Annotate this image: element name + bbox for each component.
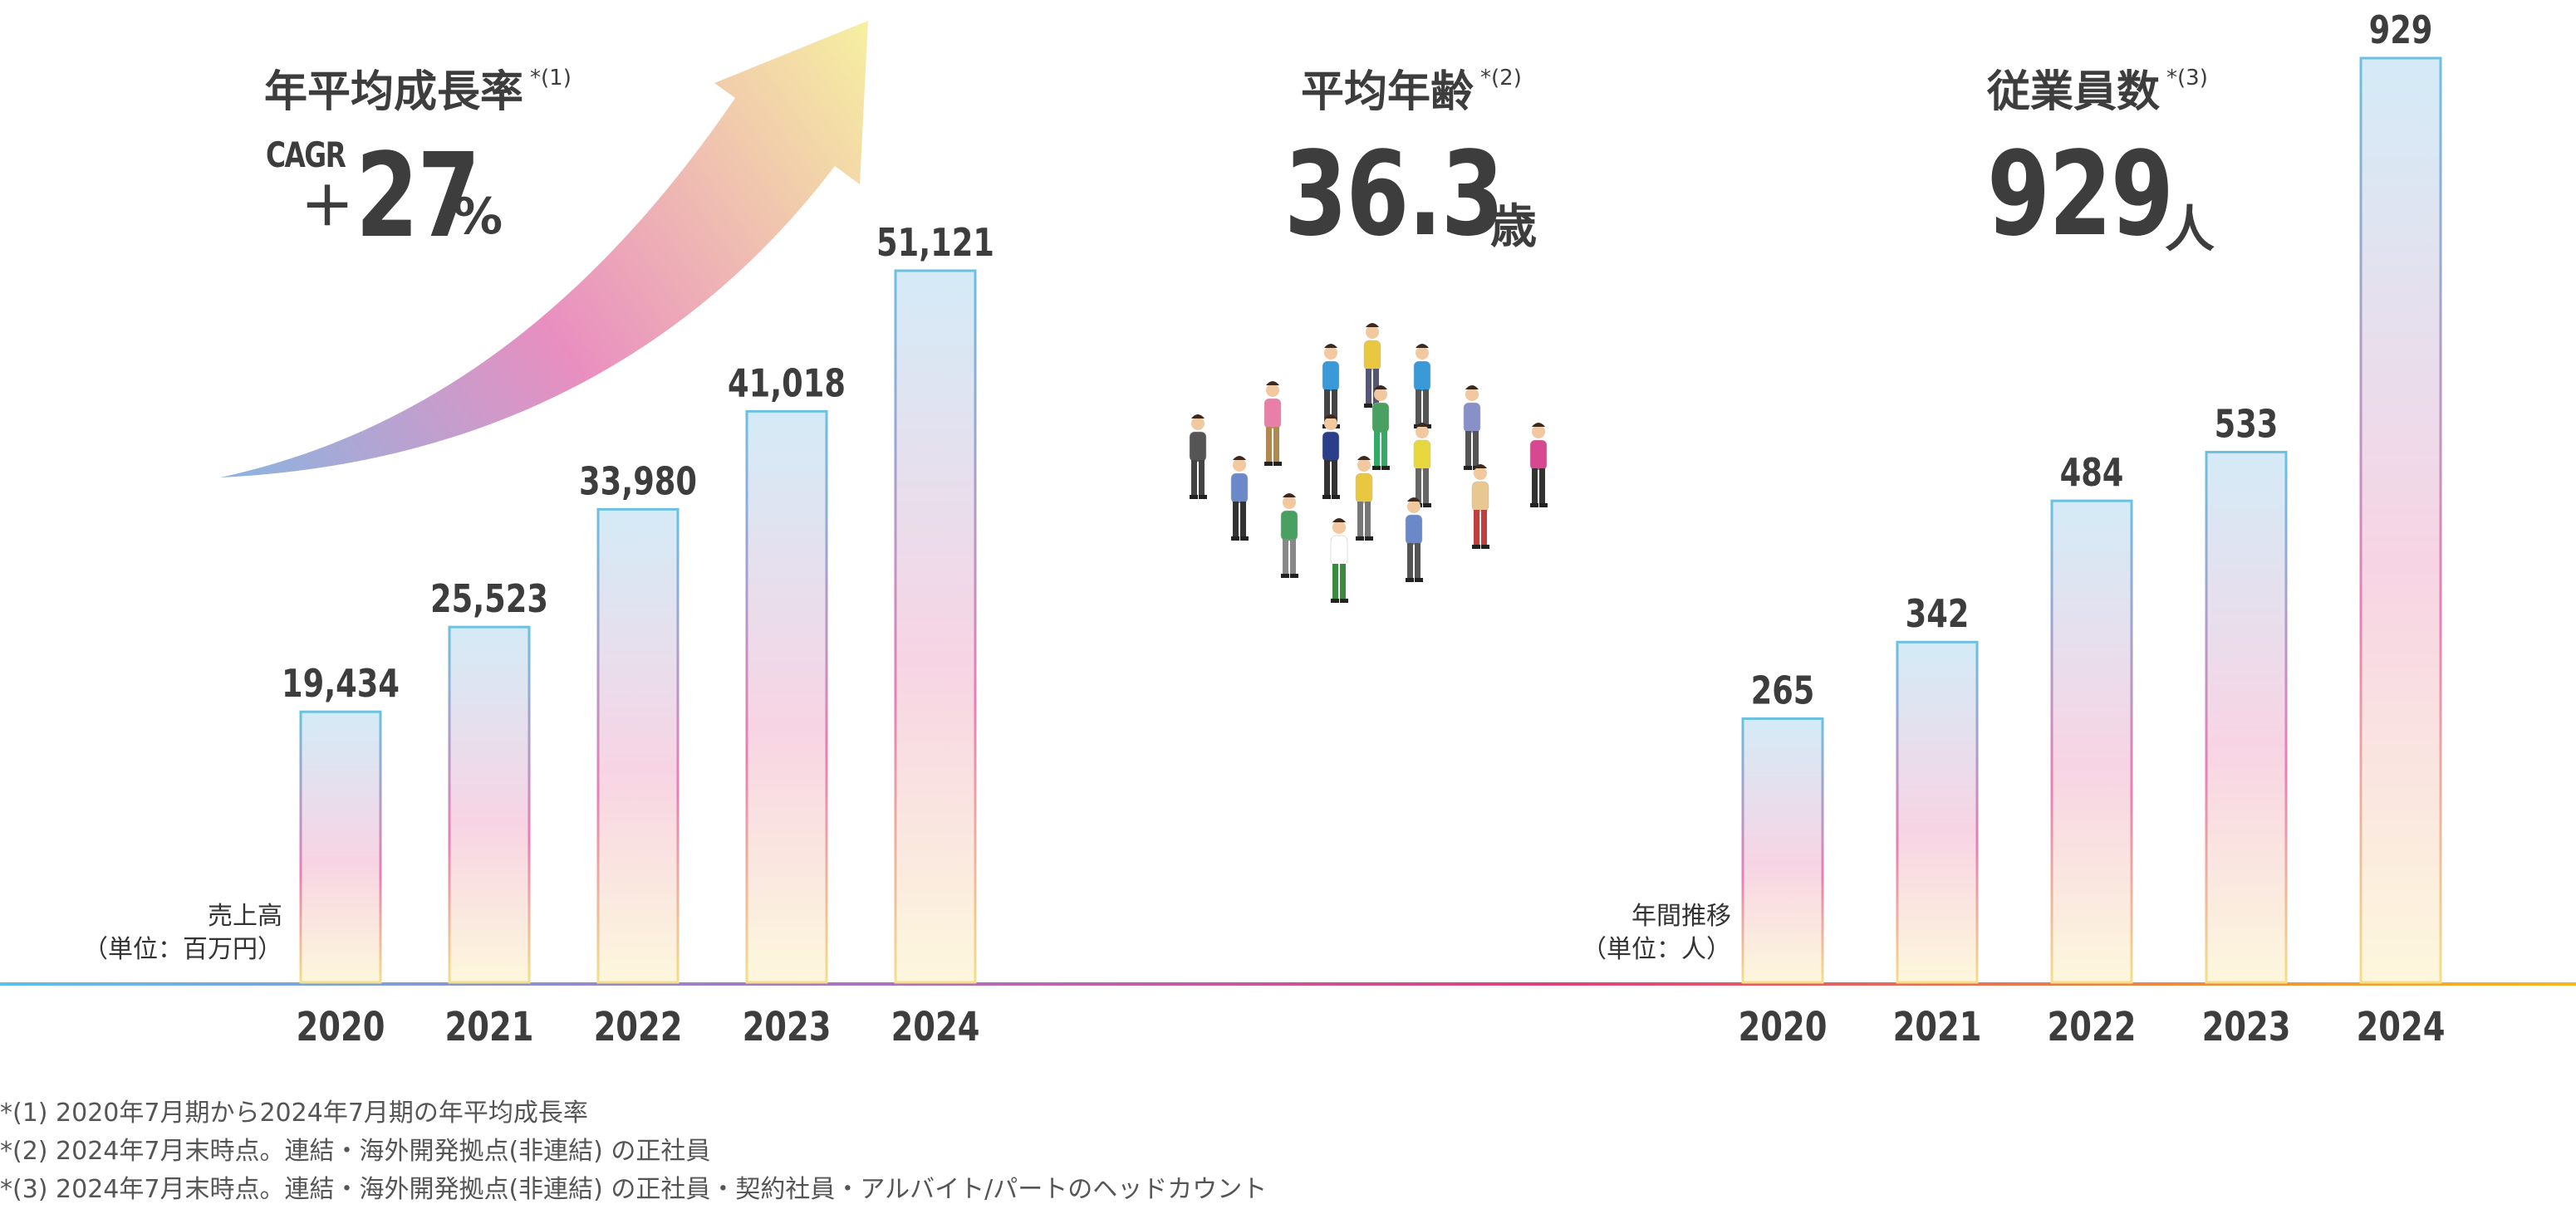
- sales-year-label-2024: 2024: [891, 1005, 980, 1050]
- employees-bar-2023: [2205, 450, 2288, 984]
- person-figure: [1263, 381, 1282, 466]
- cagr-prefix: CAGR: [266, 135, 346, 175]
- cagr-sign: ＋: [301, 177, 354, 238]
- employees-year-label-2024: 2024: [2357, 1005, 2446, 1050]
- sales-value-label-2023: 41,018: [728, 360, 846, 405]
- sales-year-label-2023: 2023: [743, 1005, 832, 1050]
- sales-value-label-2020: 19,434: [282, 661, 400, 706]
- footnote-1: *(1) 2020年7月期から2024年7月期の年平均成長率: [0, 1099, 588, 1128]
- employees-value-label-2022: 484: [2060, 450, 2124, 495]
- sales-value-label-2022: 33,980: [579, 458, 697, 503]
- employees-title: 従業員数 *(3): [1987, 56, 2208, 119]
- growth-arrow: [220, 21, 868, 477]
- employees-unit-label: 年間推移 （単位：人）: [1514, 900, 1731, 967]
- employees-bar-2024: [2359, 56, 2442, 984]
- employees-year-label-2022: 2022: [2048, 1005, 2137, 1050]
- sales-bar-2023: [745, 409, 828, 984]
- sales-value-label-2024: 51,121: [876, 220, 994, 265]
- employees-year-label-2023: 2023: [2202, 1005, 2291, 1050]
- person-figure: [1322, 414, 1340, 499]
- footnotes: *(1) 2020年7月期から2024年7月期の年平均成長率 *(2) 2024…: [0, 1094, 1267, 1209]
- person-figure: [1280, 493, 1298, 578]
- sales-unit-line2: （単位：百万円）: [83, 935, 282, 964]
- person-figure: [1330, 518, 1348, 603]
- employees-value-label-2024: 929: [2369, 7, 2433, 52]
- employees-bar-2020: [1741, 717, 1824, 984]
- sales-value-label-2021: 25,523: [430, 576, 548, 621]
- cagr-value: 27: [356, 129, 480, 264]
- person-figure: [1371, 385, 1390, 470]
- employees-value: 929: [1987, 127, 2174, 262]
- sales-unit-label: 売上高 （単位：百万円）: [58, 900, 282, 967]
- age-unit: 歳: [1490, 200, 1537, 254]
- cagr-title: 年平均成長率 *(1): [264, 56, 572, 119]
- baseline: [0, 982, 2576, 986]
- employees-unit: 人: [2165, 201, 2215, 259]
- age-value: 36.3: [1284, 127, 1504, 262]
- age-note-ref: *(2): [1480, 66, 1522, 91]
- sales-year-label-2020: 2020: [297, 1005, 385, 1050]
- employees-note-ref: *(3): [2166, 66, 2208, 91]
- person-figure: [1189, 414, 1207, 499]
- employees-bar-2022: [2050, 499, 2133, 984]
- person-figure: [1405, 497, 1423, 582]
- crowd-of-people-icon: [1189, 323, 1548, 603]
- sales-bar-2020: [299, 710, 382, 984]
- employees-value-label-2023: 533: [2215, 401, 2279, 446]
- employees-value-label-2021: 342: [1906, 591, 1970, 636]
- person-figure: [1529, 423, 1548, 507]
- person-figure: [1471, 464, 1489, 549]
- bar-charts: 19,434 2020 25,523 2021 33,980 2022 41,018 2023…: [0, 7, 2576, 1050]
- sales-bar-2021: [448, 625, 531, 984]
- employees-year-label-2020: 2020: [1739, 1005, 1828, 1050]
- age-title: 平均年齢 *(2): [1301, 56, 1522, 119]
- sales-year-label-2022: 2022: [594, 1005, 683, 1050]
- sales-unit-line1: 売上高: [208, 902, 282, 931]
- employees-title-text: 従業員数: [1987, 67, 2161, 117]
- sales-year-label-2021: 2021: [445, 1005, 534, 1050]
- cagr-title-text: 年平均成長率: [264, 67, 524, 117]
- employees-unit-line1: 年間推移: [1631, 902, 1731, 931]
- employees-unit-line2: （単位：人）: [1582, 935, 1731, 964]
- employees-year-label-2021: 2021: [1893, 1005, 1982, 1050]
- age-title-text: 平均年齢: [1301, 67, 1474, 117]
- footnote-3: *(3) 2024年7月末時点。連結・海外開発拠点(非連結) の正社員・契約社員…: [0, 1175, 1268, 1204]
- person-figure: [1355, 456, 1373, 541]
- person-figure: [1230, 456, 1249, 541]
- sales-bar-2022: [596, 507, 680, 984]
- employees-bar-2021: [1896, 640, 1979, 984]
- person-figure: [1413, 423, 1431, 507]
- cagr-unit: %: [453, 188, 503, 246]
- sales-bar-2024: [894, 269, 977, 984]
- footnote-2: *(2) 2024年7月末時点。連結・海外開発拠点(非連結) の正社員: [0, 1137, 711, 1166]
- employees-value-label-2020: 265: [1751, 668, 1815, 712]
- cagr-note-ref: *(1): [530, 66, 572, 91]
